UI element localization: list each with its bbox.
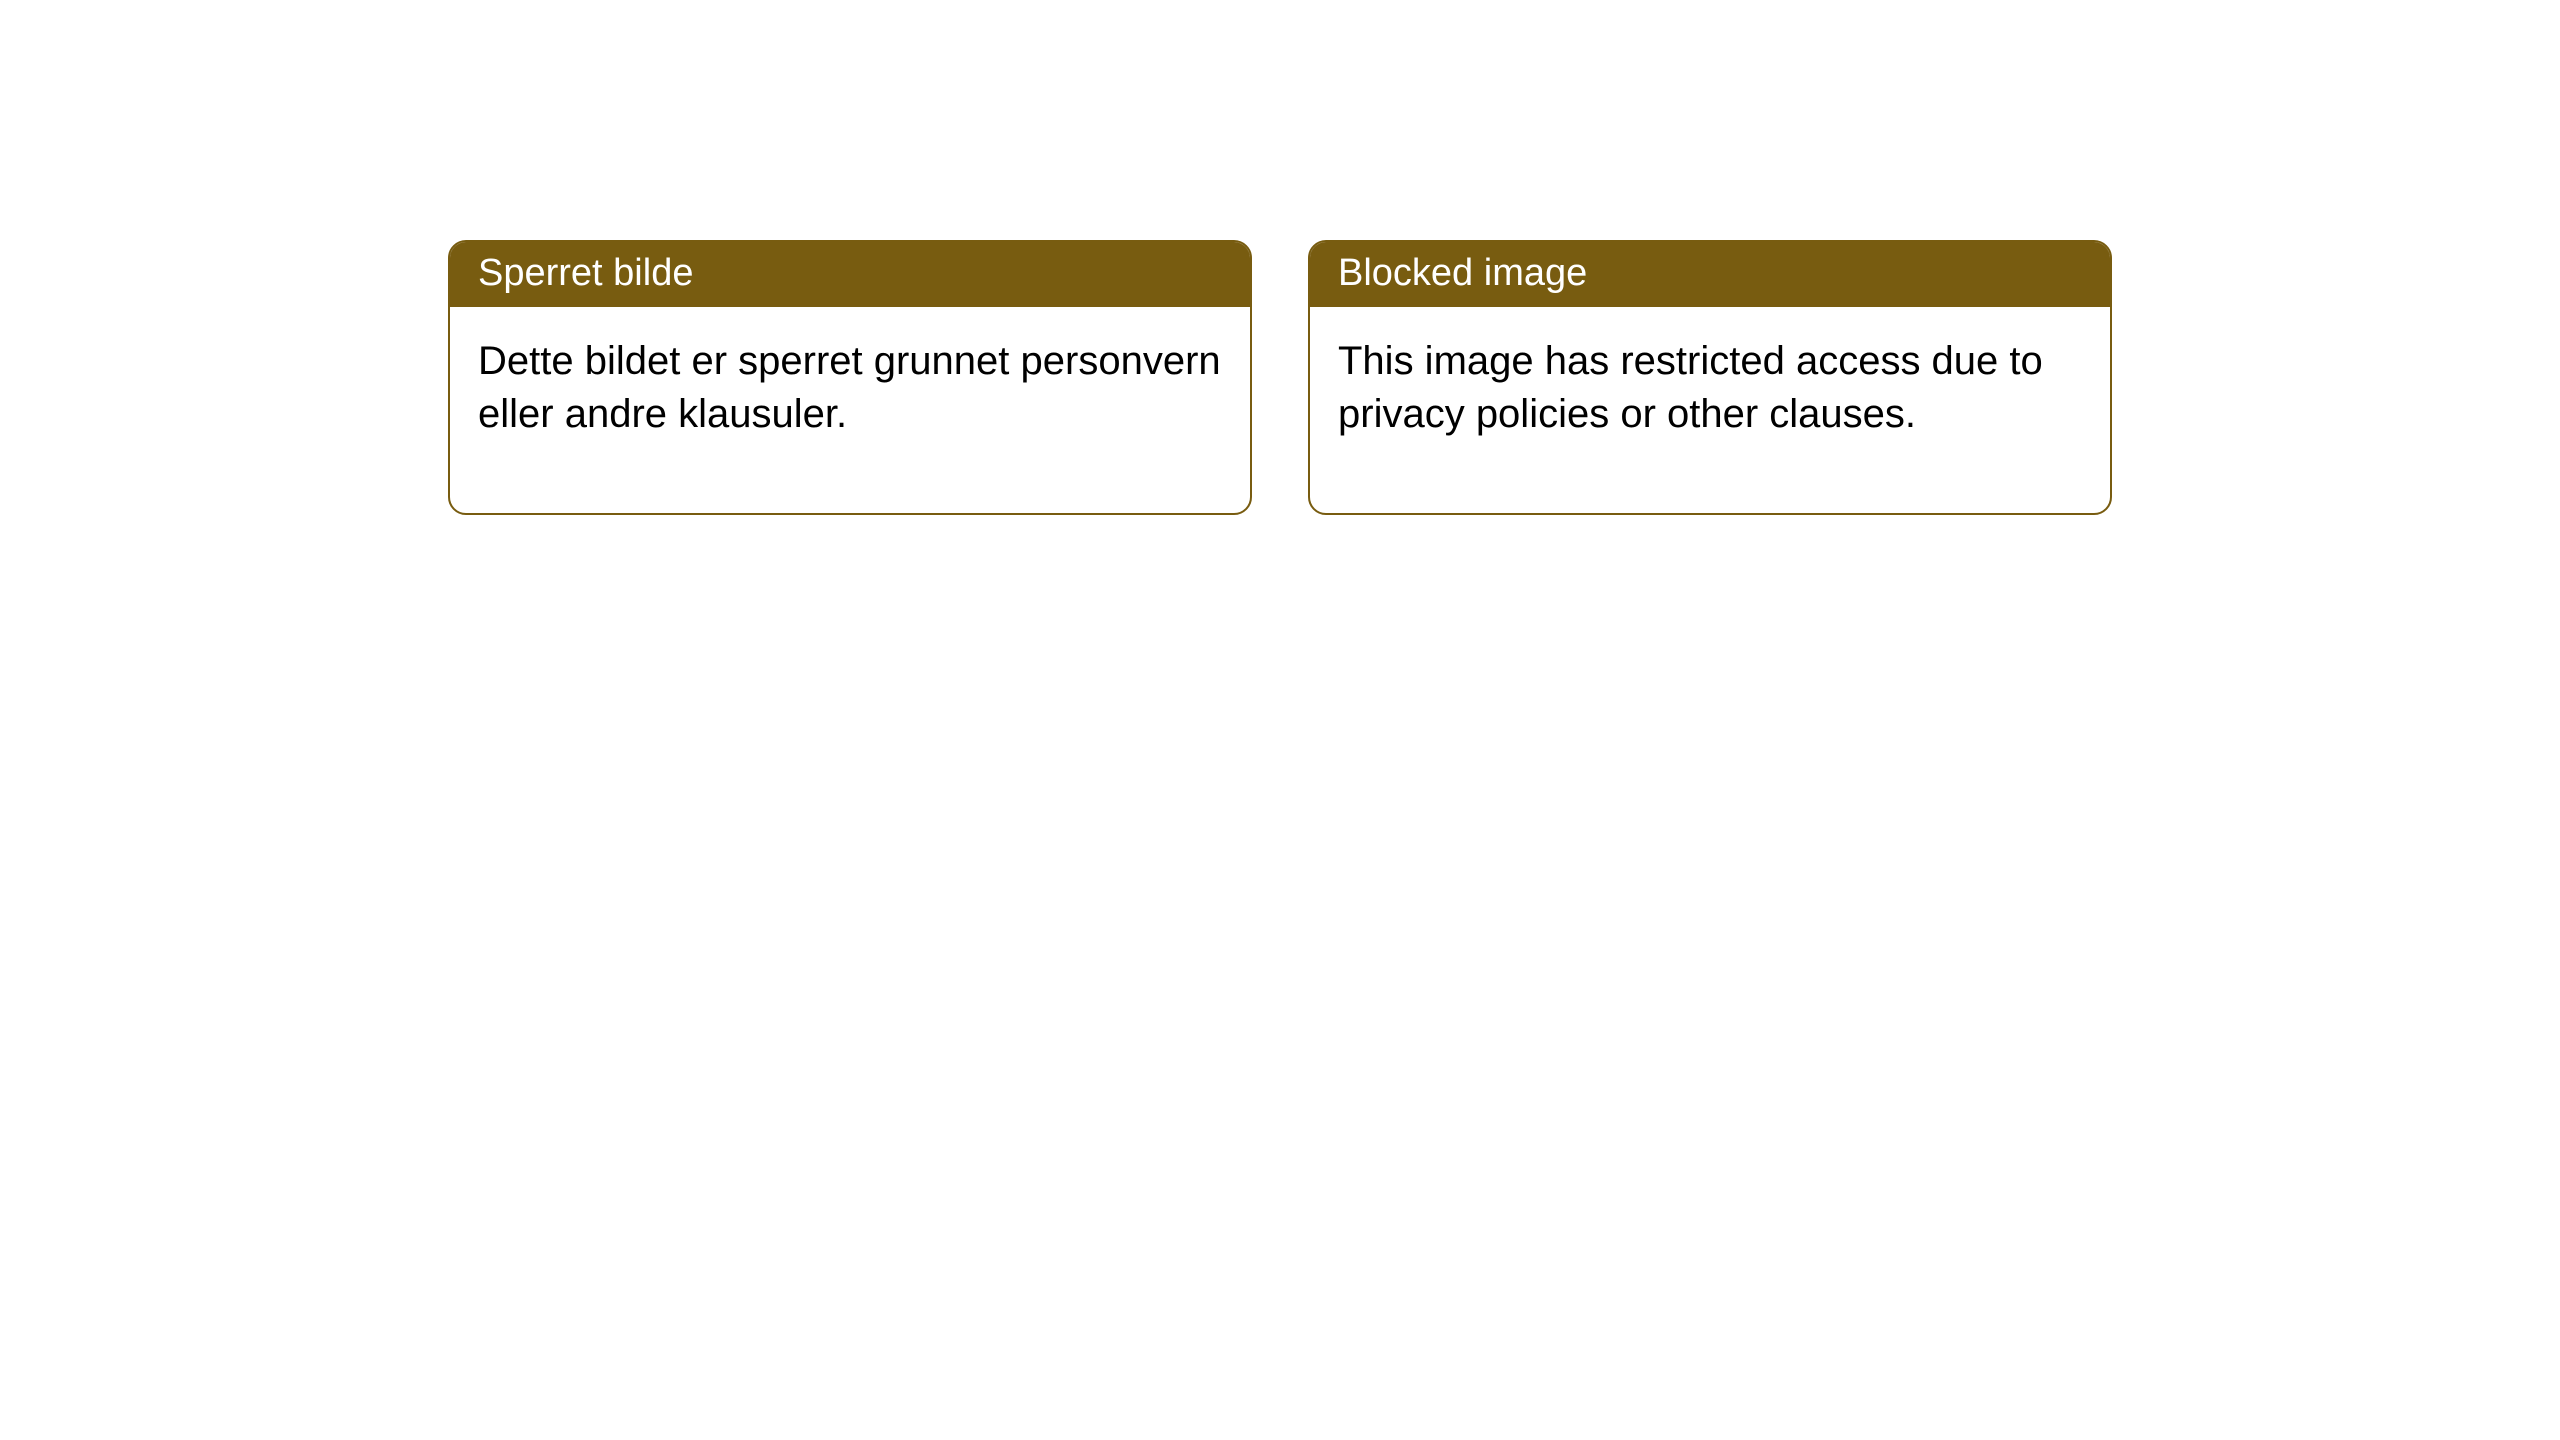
notice-body: Dette bildet er sperret grunnet personve… (450, 307, 1250, 513)
notice-card-english: Blocked image This image has restricted … (1308, 240, 2112, 515)
notice-card-norwegian: Sperret bilde Dette bildet er sperret gr… (448, 240, 1252, 515)
notice-header: Blocked image (1310, 242, 2110, 307)
notice-body: This image has restricted access due to … (1310, 307, 2110, 513)
notice-container: Sperret bilde Dette bildet er sperret gr… (448, 240, 2112, 515)
notice-header: Sperret bilde (450, 242, 1250, 307)
